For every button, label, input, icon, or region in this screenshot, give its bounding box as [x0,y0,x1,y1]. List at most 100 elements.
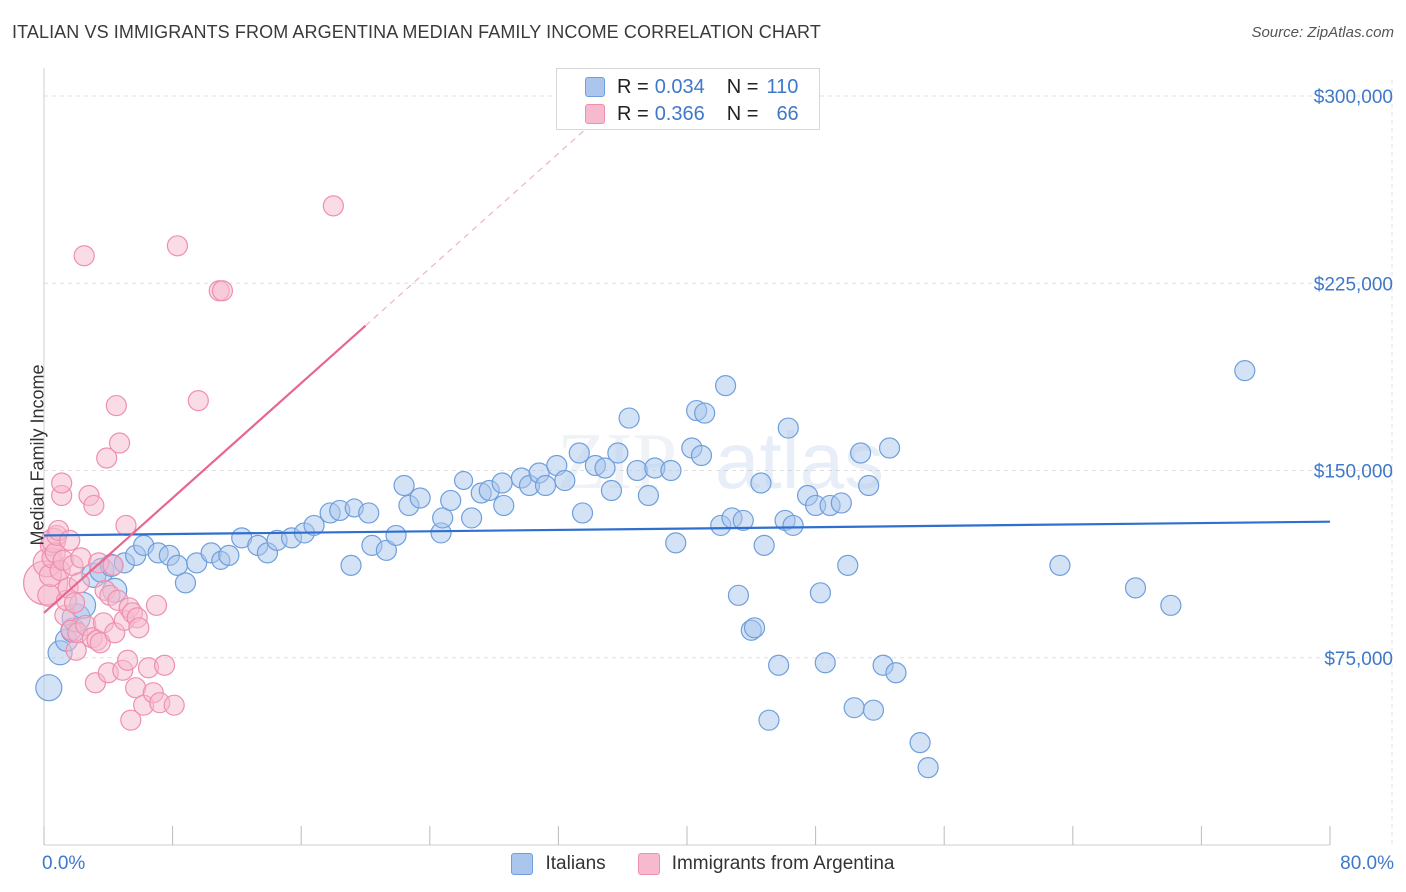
argentina-point [70,547,92,569]
stats-row-italians: R = 0.034 N = 110 [557,73,798,101]
italians-point [174,572,197,594]
italians-point [714,375,737,397]
italians-point [303,514,325,537]
argentina-point [108,432,131,454]
legend-item-italians[interactable]: Italians [511,853,606,875]
argentina-point [322,195,344,217]
argentina-point [120,709,142,731]
italians-point [768,654,790,676]
stats-legend: R = 0.034 N = 110 R = 0.366 N = 66 [556,68,820,130]
italians-point [1049,554,1071,576]
argentina-point [211,280,234,302]
italians-point [493,494,515,517]
y-tick-label: $300,000 [1314,87,1393,108]
italians-point [750,472,772,494]
argentina-legend-swatch [637,853,660,875]
chart-title: ITALIAN VS IMMIGRANTS FROM ARGENTINA MED… [12,22,821,42]
x-tick-label-min: 0.0% [42,853,85,874]
axes [43,68,1331,846]
italians-point [618,407,640,429]
italians-point [878,437,901,459]
x-tick-label-max: 80.0% [1340,853,1394,874]
y-tick-label: $150,000 [1314,462,1393,483]
italians-point [917,757,939,779]
italians-trend-line [43,520,1331,537]
argentina-point [59,529,81,552]
r-label: R = [617,75,649,98]
italians-point [727,584,750,606]
x-tick-labels: 0.0% 80.0% [42,853,1394,874]
italians-point [626,459,648,482]
stats-row-argentina: R = 0.366 N = 66 [557,100,799,128]
n-value: 66 [776,102,799,125]
argentina-point [102,554,124,576]
argentina-point [83,494,105,517]
legend-label: Immigrants from Argentina [671,853,895,874]
italians-point [385,524,407,547]
italians-point [843,697,865,719]
italians-point [782,514,804,537]
argentina-point [166,235,189,257]
n-label: N = [726,102,759,125]
r-label: R = [617,102,649,125]
italians-point [35,674,63,702]
italians-point [393,474,415,497]
argentina-point [96,447,118,469]
y-axis-label: Median Family Income [27,364,48,546]
argentina-swatch [585,104,605,124]
source-label: Source: ZipAtlas.com [1251,24,1394,41]
italians-point [777,417,799,439]
italians-point [440,489,462,512]
italians-point [862,699,885,721]
italians-point [809,582,832,604]
italians-point [690,444,713,467]
italians-point [358,502,380,524]
italians-point [1124,577,1147,599]
series-argentina [23,195,344,731]
italians-point [607,442,629,464]
italians-point [830,492,852,514]
italians-point [837,554,859,576]
argentina-point [63,592,86,614]
argentina-point [145,594,168,616]
gridlines [44,80,1393,845]
italians-point [1234,360,1256,382]
italians-point [665,532,687,554]
italians-point [218,544,240,566]
italians-point [409,487,431,509]
argentina-trend-extension [365,95,624,327]
italians-swatch [585,77,605,97]
argentina-point [51,472,73,494]
italians-point [814,652,836,674]
r-value: 0.034 [654,75,705,98]
argentina-point [163,694,185,716]
italians-point [1160,594,1182,616]
y-tick-labels: $75,000 $150,000 $225,000 $300,000 [1314,87,1393,670]
italians-point [375,539,397,561]
argentina-point [73,245,95,267]
italians-point [186,552,208,574]
legend-label: Italians [545,853,606,874]
y-tick-label: $225,000 [1314,274,1393,295]
italians-point [554,469,576,492]
italians-point [491,472,513,494]
italians-point [858,474,880,497]
italians-point [660,459,682,482]
argentina-trend-line [43,324,367,614]
italians-point [732,509,754,532]
argentina-point [128,617,150,639]
italians-point [453,470,474,491]
argentina-point [153,654,176,676]
italians-point [850,442,872,464]
argentina-point [105,394,127,417]
n-label: N = [726,75,759,98]
italians-point [600,479,623,502]
argentina-point [187,389,209,412]
italians-point [594,457,616,479]
italians-legend-swatch [511,853,534,875]
italians-point [743,617,766,639]
italians-point [909,732,931,754]
legend-item-argentina[interactable]: Immigrants from Argentina [637,853,895,875]
italians-point [460,507,483,529]
italians-point [571,502,594,524]
